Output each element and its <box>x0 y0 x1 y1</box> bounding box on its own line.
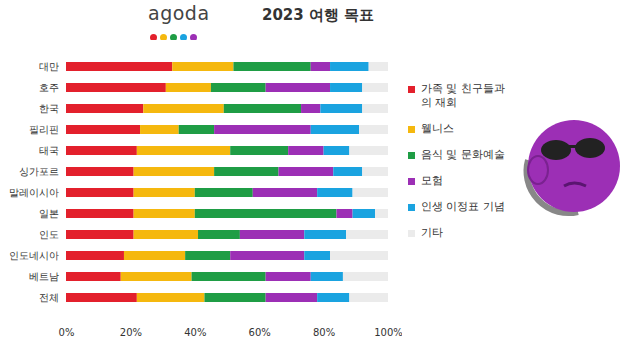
svg-text:베트남: 베트남 <box>29 271 59 282</box>
html-text:웰니스: 웰니스 <box>421 122 454 135</box>
svg-text:40%: 40% <box>184 327 206 338</box>
html-text:기타: 기타 <box>421 226 443 239</box>
svg-text:호주: 호주 <box>39 82 59 93</box>
svg-text:일본: 일본 <box>39 208 59 219</box>
html-text:모험: 모험 <box>421 174 443 187</box>
html-text:음식 및 문화예술: 음식 및 문화예술 <box>421 148 505 161</box>
svg-text:인도: 인도 <box>39 229 59 240</box>
svg-text:말레이시아: 말레이시아 <box>9 187 59 198</box>
html-text:2023 여행 목표: 2023 여행 목표 <box>262 6 375 24</box>
svg-text:인도네시아: 인도네시아 <box>9 250 59 261</box>
svg-text:60%: 60% <box>249 327 271 338</box>
svg-text:20%: 20% <box>120 327 142 338</box>
svg-text:태국: 태국 <box>39 145 59 156</box>
svg-text:0%: 0% <box>59 327 75 338</box>
svg-text:전체: 전체 <box>39 292 59 303</box>
html-text:인생 이정표 기념: 인생 이정표 기념 <box>421 200 505 213</box>
svg-text:싱가포르: 싱가포르 <box>19 166 59 177</box>
svg-text:필리핀: 필리핀 <box>29 124 59 135</box>
svg-text:80%: 80% <box>313 327 335 338</box>
svg-text:한국: 한국 <box>39 103 59 114</box>
svg-text:대만: 대만 <box>39 61 59 72</box>
svg-text:100%: 100% <box>374 327 402 338</box>
html-text:가족 및 친구들과의 재회: 가족 및 친구들과의 재회 <box>421 82 505 109</box>
html-text:agoda: agoda <box>148 2 210 24</box>
